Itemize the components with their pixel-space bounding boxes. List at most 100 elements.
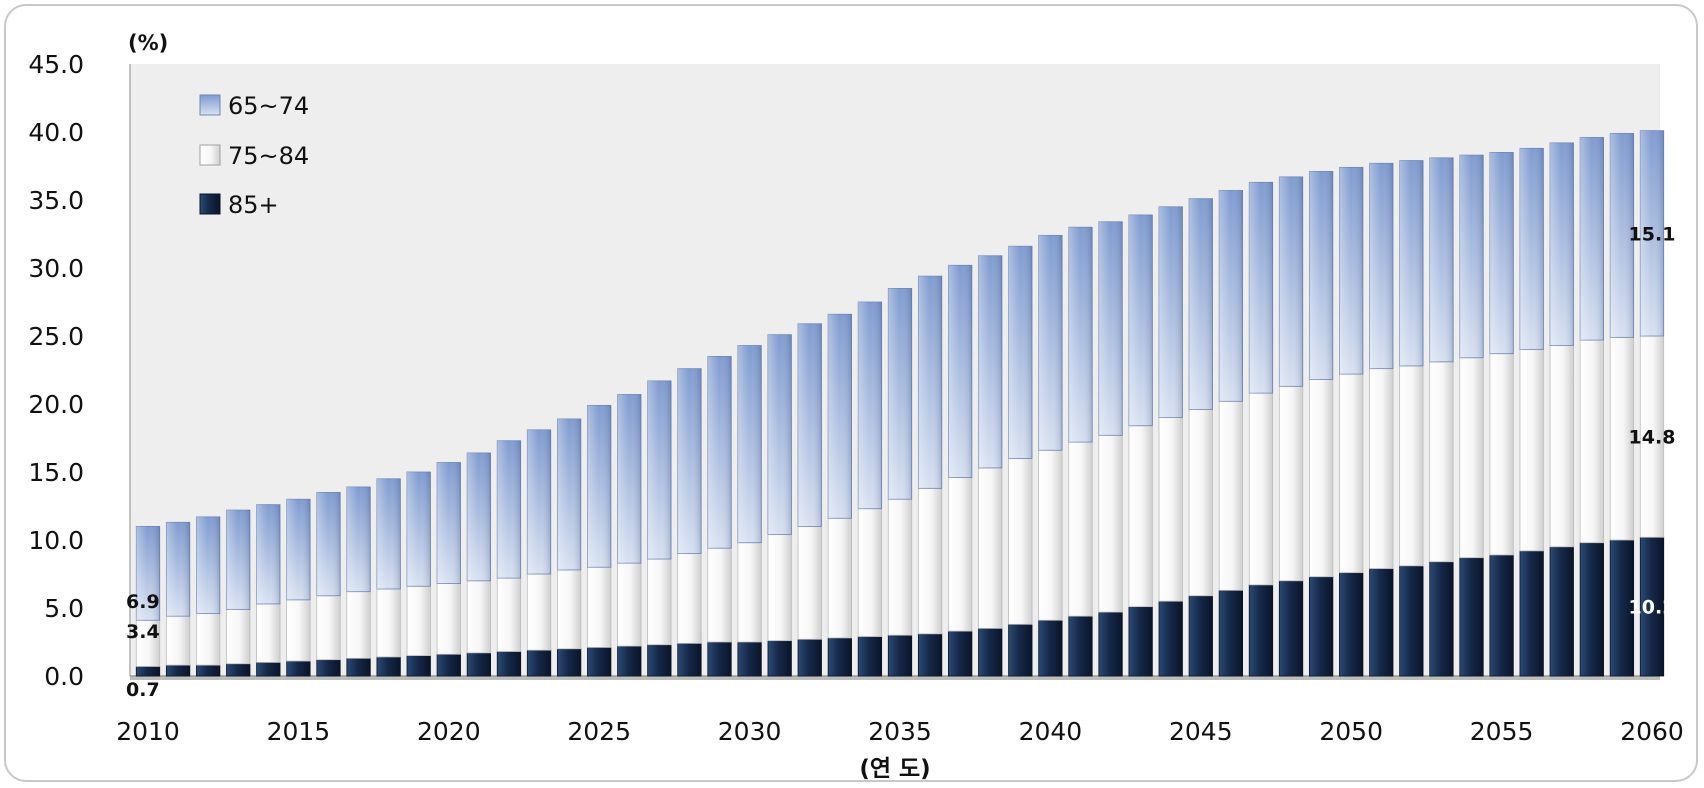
- bar-75-84-2016: [316, 595, 341, 661]
- bar-highlight-2047: [1249, 182, 1273, 394]
- bar-highlight-2018: [376, 478, 401, 589]
- bar-highlight-2029: [707, 356, 732, 549]
- bar-highlight-2051: [1369, 163, 1394, 369]
- bar-85plus-2041: [1068, 615, 1093, 677]
- bar-75-84-2041: [1068, 441, 1093, 617]
- bar-highlight-2041: [1068, 227, 1093, 443]
- y-tick-label: 20.0: [28, 390, 84, 419]
- bar-85plus-2010: [135, 666, 161, 677]
- bar-75-84-2026: [617, 562, 642, 647]
- bar-75-84-2056: [1519, 349, 1544, 552]
- bar-75-84-2030: [737, 542, 762, 643]
- bar-highlight-2016: [316, 492, 341, 596]
- bar-75-84-2040: [1038, 449, 1063, 621]
- bar-highlight-2058: [1580, 137, 1604, 341]
- bar-85plus-2042: [1098, 611, 1123, 677]
- data-labels: 6.9 3.4 0.7 15.1 14.8 10.2: [126, 223, 1675, 701]
- bar-75-84-2047: [1248, 392, 1274, 586]
- bar-85plus-2023: [526, 649, 552, 677]
- data-label-75-84-2060: 14.8: [1629, 427, 1676, 449]
- x-axis-ticks: 2010 2015 2020 2025 2030 2035 2040 2045 2050 2055…: [116, 717, 1684, 746]
- bar-highlight-2035: [888, 288, 912, 500]
- y-tick-label: 45.0: [28, 50, 84, 79]
- legend-label-75-84: 75~84: [228, 142, 309, 170]
- bar-75-84-2057: [1549, 345, 1574, 548]
- y-unit-label: (%): [128, 31, 168, 55]
- bar-highlight-2017: [346, 486, 371, 592]
- bar-85plus-2024: [556, 648, 582, 677]
- bar-highlight-2054: [1459, 155, 1484, 358]
- bar-85plus-2011: [165, 664, 191, 677]
- y-tick-label: 35.0: [28, 186, 84, 215]
- bar-75-84-2052: [1399, 365, 1424, 567]
- x-axis-label: (연 도): [859, 756, 930, 782]
- bar-85plus-2016: [316, 659, 341, 677]
- bar-85plus-2047: [1248, 584, 1274, 677]
- x-tick-label: 2025: [567, 717, 631, 746]
- bar-75-84-2015: [286, 599, 311, 662]
- bar-highlight-2025: [587, 405, 611, 568]
- bar-75-84-2019: [406, 585, 431, 656]
- bar-highlight-2014: [256, 504, 281, 604]
- data-label-75-84-2010: 3.4: [126, 621, 160, 643]
- bar-75-84-2027: [647, 558, 672, 646]
- bar-highlight-2015: [286, 499, 311, 600]
- bar-85plus-2018: [376, 656, 401, 677]
- bar-75-84-2051: [1369, 368, 1394, 569]
- bar-85plus-2039: [1008, 623, 1033, 677]
- bar-85plus-2044: [1158, 600, 1183, 677]
- bar-85plus-2054: [1459, 557, 1484, 677]
- y-tick-label: 10.0: [28, 526, 84, 555]
- bar-75-84-2028: [677, 553, 702, 644]
- bar-85plus-2056: [1519, 550, 1544, 677]
- bar-85plus-2049: [1308, 576, 1334, 677]
- y-axis-ticks: 0.0 5.0 10.0 15.0 20.0 25.0 30.0 35.0 40.0 45.0: [28, 50, 84, 691]
- bar-75-84-2034: [857, 508, 883, 637]
- bar-85plus-2048: [1278, 580, 1304, 677]
- bar-85plus-2017: [346, 657, 371, 677]
- y-tick-label: 15.0: [28, 458, 84, 487]
- bar-highlight-2010: [136, 526, 160, 621]
- x-tick-label: 2020: [417, 717, 481, 746]
- bar-75-84-2012: [196, 613, 221, 666]
- bar-highlight-2026: [617, 394, 642, 564]
- bar-75-84-2036: [917, 487, 943, 635]
- bar-75-84-2020: [436, 583, 461, 655]
- bar-75-84-2046: [1218, 400, 1244, 591]
- x-tick-label: 2040: [1019, 717, 1083, 746]
- bar-highlight-2055: [1489, 152, 1514, 354]
- bar-85plus-2015: [286, 660, 311, 677]
- bar-highlight-2031: [767, 334, 792, 535]
- bar-75-84-2042: [1098, 434, 1123, 613]
- bar-highlight-2030: [737, 345, 762, 543]
- bar-85plus-2030: [737, 641, 762, 677]
- bar-85plus-2019: [406, 655, 431, 677]
- data-label-85plus-2010: 0.7: [126, 679, 160, 701]
- bar-highlight-2045: [1189, 198, 1213, 410]
- bar-75-84-2033: [827, 517, 852, 639]
- bar-highlight-2038: [978, 255, 1002, 468]
- bar-highlight-2028: [677, 368, 702, 554]
- legend-label-65-74: 65~74: [228, 92, 309, 120]
- data-label-85plus-2060: 10.2: [1629, 597, 1676, 619]
- bar-75-84-2039: [1008, 457, 1033, 625]
- bar-75-84-2048: [1278, 385, 1304, 582]
- bar-highlight-2019: [406, 472, 431, 587]
- bar-highlight-2040: [1038, 235, 1063, 451]
- bar-85plus-2057: [1549, 546, 1574, 677]
- bar-85plus-2051: [1369, 568, 1394, 677]
- bar-75-84-2043: [1128, 425, 1153, 608]
- x-tick-label: 2030: [718, 717, 782, 746]
- bar-85plus-2045: [1188, 595, 1213, 677]
- bar-85plus-2050: [1339, 572, 1364, 677]
- bar-85plus-2058: [1579, 542, 1604, 677]
- bar-75-84-2011: [165, 615, 191, 666]
- bar-75-84-2044: [1158, 417, 1183, 602]
- bar-75-84-2014: [256, 603, 281, 663]
- bar-75-84-2029: [707, 547, 732, 643]
- x-tick-label: 2060: [1620, 717, 1684, 746]
- bar-85plus-2034: [857, 636, 883, 677]
- bar-highlight-2023: [527, 429, 551, 574]
- bar-75-84-2018: [376, 588, 401, 658]
- legend-swatch-65-74: [199, 94, 221, 116]
